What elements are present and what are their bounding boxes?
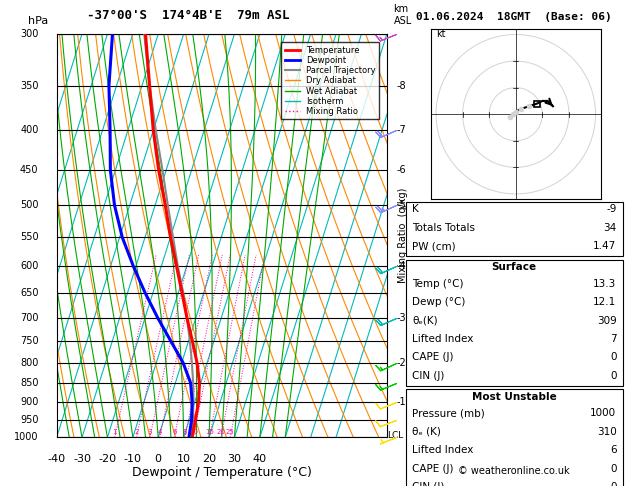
Text: hPa: hPa <box>28 16 48 26</box>
Text: CIN (J): CIN (J) <box>412 482 444 486</box>
Text: 34: 34 <box>603 223 616 233</box>
Text: 13.3: 13.3 <box>593 278 616 289</box>
Text: CIN (J): CIN (J) <box>412 371 444 381</box>
Text: kt: kt <box>436 29 445 39</box>
Text: -5: -5 <box>397 200 406 210</box>
Text: θₑ(K): θₑ(K) <box>412 315 438 326</box>
Text: 30: 30 <box>228 453 242 464</box>
Text: 0: 0 <box>610 371 616 381</box>
Text: -8: -8 <box>397 81 406 91</box>
Text: -2: -2 <box>397 358 406 367</box>
Text: © weatheronline.co.uk: © weatheronline.co.uk <box>459 466 570 476</box>
Text: 950: 950 <box>20 415 38 425</box>
Text: K: K <box>412 204 419 214</box>
Text: 6: 6 <box>172 430 177 435</box>
Text: 12.1: 12.1 <box>593 297 616 307</box>
Text: Totals Totals: Totals Totals <box>412 223 475 233</box>
Text: -40: -40 <box>48 453 65 464</box>
Text: 40: 40 <box>253 453 267 464</box>
Text: 650: 650 <box>20 288 38 298</box>
Text: Lifted Index: Lifted Index <box>412 334 474 344</box>
Text: 01.06.2024  18GMT  (Base: 06): 01.06.2024 18GMT (Base: 06) <box>416 12 612 22</box>
Text: 450: 450 <box>20 165 38 175</box>
Text: 20: 20 <box>202 453 216 464</box>
Text: Dewp (°C): Dewp (°C) <box>412 297 465 307</box>
Text: Surface: Surface <box>492 262 537 272</box>
Text: 900: 900 <box>20 397 38 407</box>
Text: Mixing Ratio  (g/kg): Mixing Ratio (g/kg) <box>398 188 408 283</box>
Text: PW (cm): PW (cm) <box>412 241 455 251</box>
Text: 750: 750 <box>20 336 38 346</box>
Text: -3: -3 <box>397 313 406 323</box>
Text: 700: 700 <box>20 313 38 323</box>
Text: 600: 600 <box>20 261 38 271</box>
Text: 25: 25 <box>226 430 235 435</box>
Text: Most Unstable: Most Unstable <box>472 392 557 402</box>
Text: 1.47: 1.47 <box>593 241 616 251</box>
Text: CAPE (J): CAPE (J) <box>412 352 454 363</box>
Text: 309: 309 <box>597 315 616 326</box>
Text: 10: 10 <box>189 430 198 435</box>
Text: -37°00'S  174°4B'E  79m ASL: -37°00'S 174°4B'E 79m ASL <box>87 9 290 22</box>
Text: -1: -1 <box>397 397 406 407</box>
Text: -20: -20 <box>98 453 116 464</box>
Text: 1000: 1000 <box>14 433 38 442</box>
Text: 8: 8 <box>182 430 187 435</box>
Text: -10: -10 <box>124 453 142 464</box>
Text: Temp (°C): Temp (°C) <box>412 278 464 289</box>
Text: -6: -6 <box>397 165 406 175</box>
Text: 0: 0 <box>610 352 616 363</box>
Text: 4: 4 <box>158 430 162 435</box>
Text: 800: 800 <box>20 358 38 367</box>
Text: 500: 500 <box>20 200 38 210</box>
Text: Pressure (mb): Pressure (mb) <box>412 408 485 418</box>
Legend: Temperature, Dewpoint, Parcel Trajectory, Dry Adiabat, Wet Adiabat, Isotherm, Mi: Temperature, Dewpoint, Parcel Trajectory… <box>281 42 379 120</box>
Text: 400: 400 <box>20 125 38 136</box>
Text: Dewpoint / Temperature (°C): Dewpoint / Temperature (°C) <box>132 466 311 479</box>
Text: km
ASL: km ASL <box>394 4 412 26</box>
Text: LCL: LCL <box>387 431 403 439</box>
Text: -7: -7 <box>397 125 406 136</box>
Text: 350: 350 <box>20 81 38 91</box>
Text: 3: 3 <box>148 430 152 435</box>
Text: 10: 10 <box>177 453 191 464</box>
Text: Lifted Index: Lifted Index <box>412 445 474 455</box>
Text: 15: 15 <box>205 430 214 435</box>
Text: -9: -9 <box>606 204 616 214</box>
Text: CAPE (J): CAPE (J) <box>412 464 454 474</box>
Text: -30: -30 <box>73 453 91 464</box>
Text: 310: 310 <box>597 427 616 437</box>
Text: 20: 20 <box>216 430 225 435</box>
Text: 2: 2 <box>134 430 138 435</box>
Text: 1000: 1000 <box>590 408 616 418</box>
Text: 550: 550 <box>20 232 38 242</box>
Text: -4: -4 <box>397 261 406 271</box>
Text: 0: 0 <box>610 464 616 474</box>
Text: 6: 6 <box>610 445 616 455</box>
Text: 0: 0 <box>155 453 162 464</box>
Text: 850: 850 <box>20 378 38 388</box>
Text: 1: 1 <box>113 430 117 435</box>
Text: θₑ (K): θₑ (K) <box>412 427 441 437</box>
Text: 0: 0 <box>610 482 616 486</box>
Text: 7: 7 <box>610 334 616 344</box>
Text: 300: 300 <box>20 29 38 39</box>
